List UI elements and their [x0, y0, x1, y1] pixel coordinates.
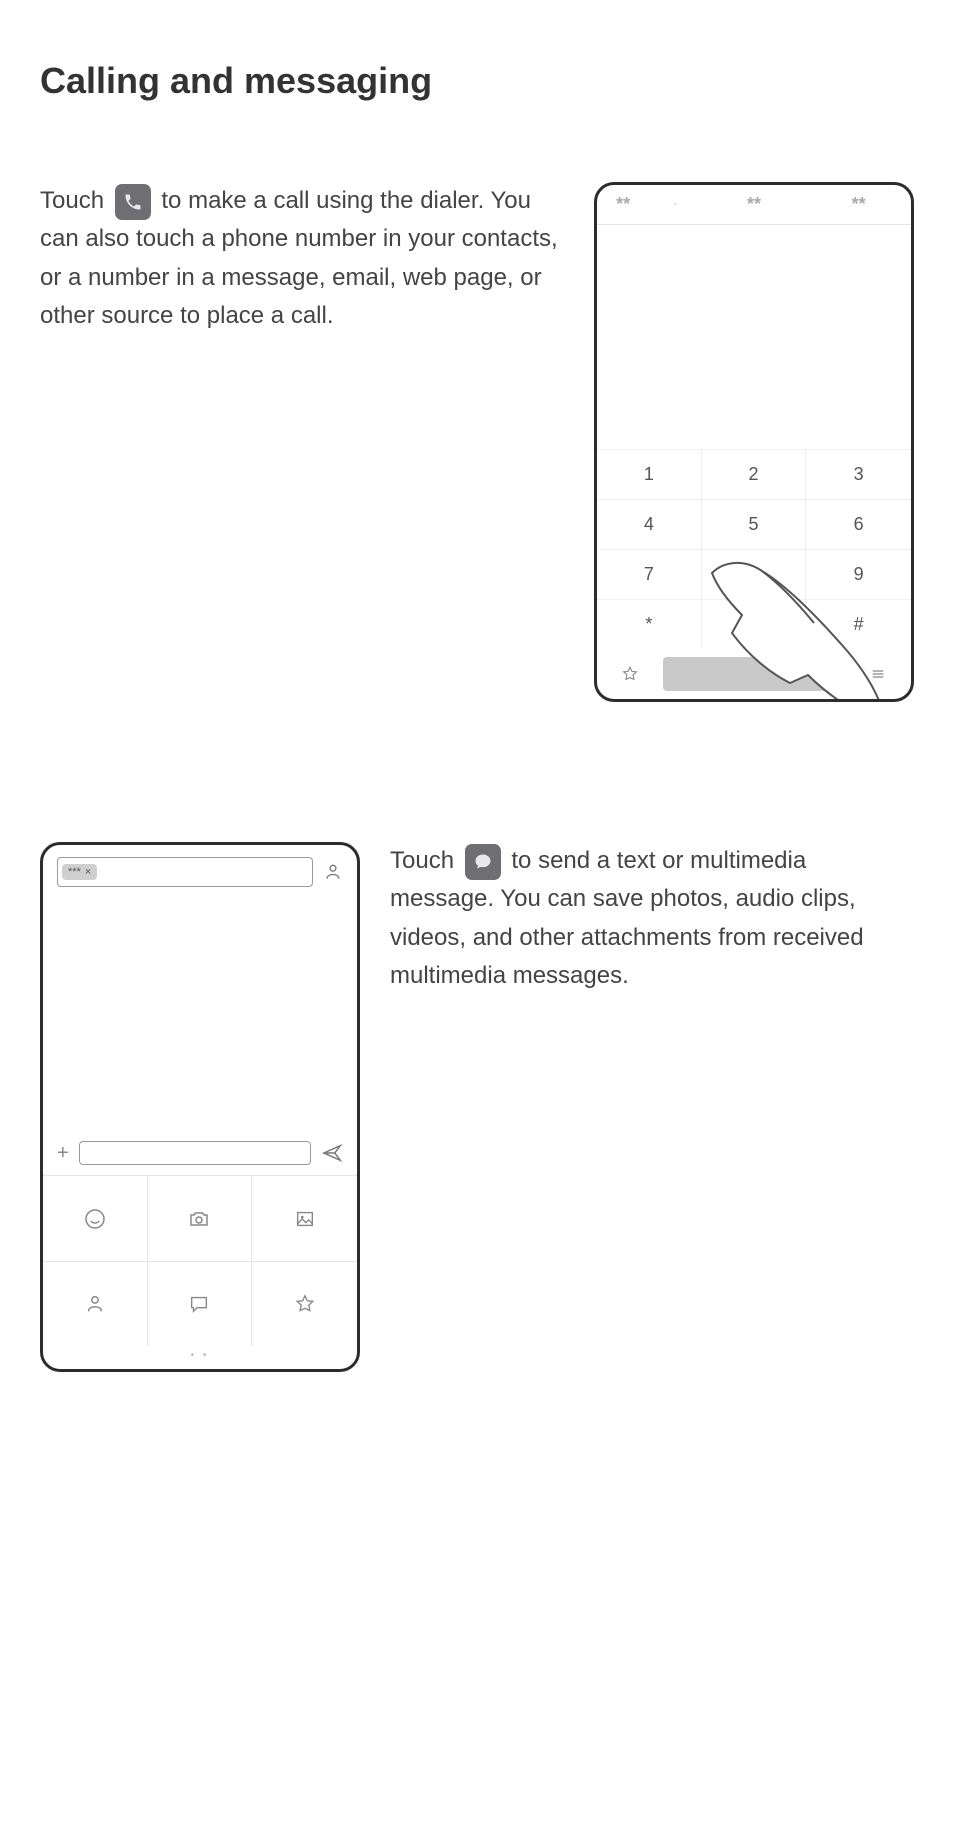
key-7[interactable]: 7	[597, 549, 702, 599]
messaging-section: *** × +	[40, 842, 914, 1372]
conversation-body	[43, 899, 357, 1131]
page-indicator: • •	[43, 1346, 357, 1369]
call-button[interactable]	[663, 657, 845, 691]
key-star[interactable]: *	[597, 599, 702, 649]
phone-icon	[115, 184, 151, 220]
key-1[interactable]: 1	[597, 449, 702, 499]
key-5[interactable]: 5	[702, 499, 807, 549]
dialer-tab[interactable]: ** •	[597, 185, 702, 224]
chip-close-icon[interactable]: ×	[85, 866, 91, 878]
key-6[interactable]: 6	[806, 499, 911, 549]
calling-section: Touch to make a call using the dialer. Y…	[40, 182, 914, 702]
key-hash[interactable]: #	[806, 599, 911, 649]
image-icon[interactable]	[252, 1176, 357, 1261]
page-title: Calling and messaging	[40, 60, 914, 102]
camera-icon[interactable]	[148, 1176, 253, 1261]
messaging-device: *** × +	[40, 842, 360, 1372]
recipient-chip[interactable]: *** ×	[62, 864, 97, 880]
text-fragment: Touch	[390, 847, 461, 874]
key-8[interactable]: 8	[702, 549, 807, 599]
send-icon[interactable]	[321, 1142, 343, 1164]
key-2[interactable]: 2	[702, 449, 807, 499]
text-fragment: to send a text or multimedia message. Yo…	[390, 847, 864, 989]
dialer-body	[597, 225, 911, 449]
dialer-device: ** • ** ** 1 2 3 4 5 6 7 8 9 * 0 #	[594, 182, 914, 702]
messaging-text: Touch to send a text or multimedia messa…	[390, 842, 914, 996]
person-icon[interactable]	[323, 862, 343, 882]
compose-row: +	[43, 1131, 357, 1175]
recipient-row: *** ×	[43, 845, 357, 899]
chat-icon[interactable]	[148, 1261, 253, 1346]
dialer-tab[interactable]: **	[806, 185, 911, 224]
calling-text: Touch to make a call using the dialer. Y…	[40, 182, 564, 336]
person-icon[interactable]	[43, 1261, 148, 1346]
text-fragment: Touch	[40, 187, 111, 214]
dialer-keypad: 1 2 3 4 5 6 7 8 9 * 0 #	[597, 449, 911, 649]
star-outline-icon[interactable]	[605, 665, 655, 683]
smile-icon[interactable]	[43, 1176, 148, 1261]
key-0[interactable]: 0	[702, 599, 807, 649]
menu-icon[interactable]	[853, 665, 903, 683]
key-3[interactable]: 3	[806, 449, 911, 499]
dialer-tabs: ** • ** **	[597, 185, 911, 225]
recipient-field[interactable]: *** ×	[57, 857, 313, 887]
message-icon	[465, 844, 501, 880]
dialer-tab[interactable]: **	[702, 185, 807, 224]
add-attachment-icon[interactable]: +	[57, 1142, 69, 1165]
dialer-bottom-row	[597, 649, 911, 699]
key-4[interactable]: 4	[597, 499, 702, 549]
star-outline-icon[interactable]	[252, 1261, 357, 1346]
attachments-grid	[43, 1175, 357, 1346]
message-input[interactable]	[79, 1141, 311, 1165]
key-9[interactable]: 9	[806, 549, 911, 599]
